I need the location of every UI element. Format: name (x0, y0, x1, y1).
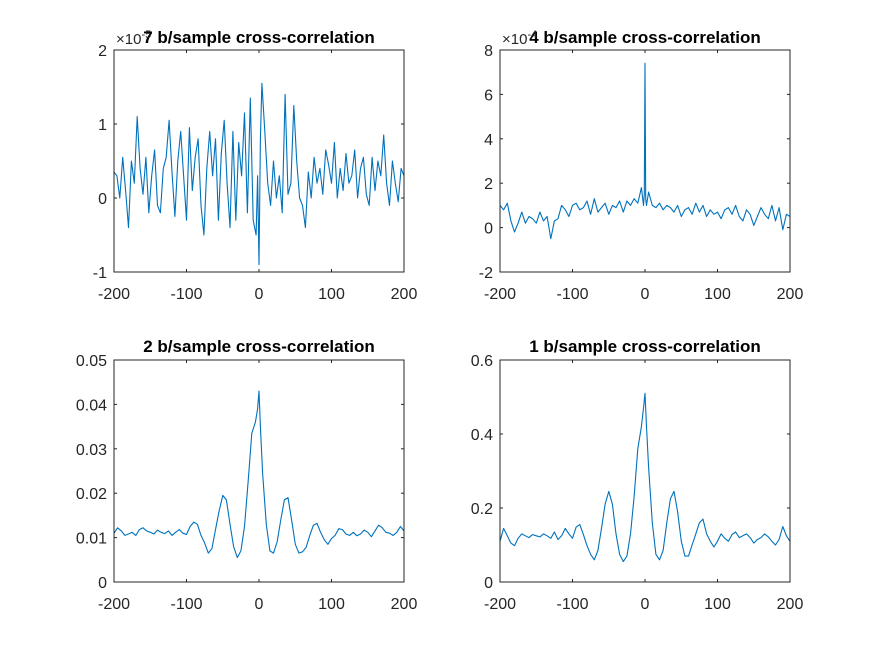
y-tick-label: 8 (484, 43, 493, 60)
x-tick-label: 0 (255, 596, 264, 613)
y-tick-label: 2 (98, 43, 107, 60)
x-tick-label: 0 (641, 596, 650, 613)
x-tick-label: 200 (777, 286, 804, 303)
y-tick-label: 1 (98, 117, 107, 134)
plot-area: -200 -100 0 100 200 0 0.01 0.02 0.03 0.04 0.05 (76, 353, 418, 613)
y-tick-label: 0.02 (76, 486, 107, 503)
x-tick-label: 0 (255, 286, 264, 303)
x-tick-label: 200 (391, 596, 418, 613)
y-tick-label: 0 (484, 221, 493, 238)
y-tick-label: -2 (479, 265, 493, 282)
x-tick-label: 100 (318, 286, 345, 303)
subplot-title: 2 b/sample cross-correlation (143, 337, 374, 356)
subplot-title: 7 b/sample cross-correlation (143, 28, 374, 47)
y-tick-label: 2 (484, 176, 493, 193)
x-tick-label: -100 (170, 596, 202, 613)
x-tick-label: -100 (170, 286, 202, 303)
y-tick-label: 0.05 (76, 353, 107, 370)
axis-exponent-label: ×10-5 (116, 29, 151, 48)
x-tick-label: -100 (556, 596, 588, 613)
series-line (113, 82, 405, 266)
subplot-title: 1 b/sample cross-correlation (529, 337, 760, 356)
x-tick-label: 100 (704, 286, 731, 303)
series-line (499, 62, 791, 240)
y-tick-label: 0 (484, 575, 493, 592)
y-tick-label: 0.03 (76, 442, 107, 459)
plot-area: -200 -100 0 100 200 0 0.2 0.4 0.6 (471, 353, 804, 613)
y-tick-label: 0 (98, 575, 107, 592)
y-tick-label: 0.2 (471, 501, 493, 518)
y-tick-label: 6 (484, 87, 493, 104)
series-line (499, 392, 791, 563)
y-tick-label: 4 (484, 132, 493, 149)
subplot-title: 4 b/sample cross-correlation (529, 28, 760, 47)
y-tick-label: 0.04 (76, 397, 107, 414)
x-tick-label: -200 (484, 596, 516, 613)
subplot-4bit: 4 b/sample cross-correlation ×10-4 -200-… (479, 28, 804, 303)
y-tick-label: 0.01 (76, 531, 107, 548)
series-line (113, 390, 405, 559)
x-tick-label: 100 (704, 596, 731, 613)
x-tick-label: 200 (391, 286, 418, 303)
plot-area: -200 -100 0 100 200 -2 0 2 4 6 8 (479, 43, 804, 303)
subplot-7bit: 7 b/sample cross-correlation ×10-5 -200-… (93, 28, 418, 303)
subplot-2bit: 2 b/sample cross-correlation -200 -100 0 10… (76, 337, 418, 613)
y-tick-label: -1 (93, 265, 107, 282)
x-tick-label: 200 (777, 596, 804, 613)
plot-area: -200 -100 0 100 200 -1 0 1 2 (93, 43, 418, 303)
y-tick-label: 0 (98, 191, 107, 208)
axis-exponent-label: ×10-4 (502, 29, 537, 48)
subplot-1bit: 1 b/sample cross-correlation -200 -100 0 10… (471, 337, 804, 613)
x-tick-label: -100 (556, 286, 588, 303)
y-tick-label: 0.6 (471, 353, 493, 370)
x-tick-label: 100 (318, 596, 345, 613)
x-tick-label: -200 (98, 286, 130, 303)
x-tick-label: 0 (641, 286, 650, 303)
y-tick-label: 0.4 (471, 427, 493, 444)
x-tick-label: -200 (98, 596, 130, 613)
x-tick-label: -200 (484, 286, 516, 303)
